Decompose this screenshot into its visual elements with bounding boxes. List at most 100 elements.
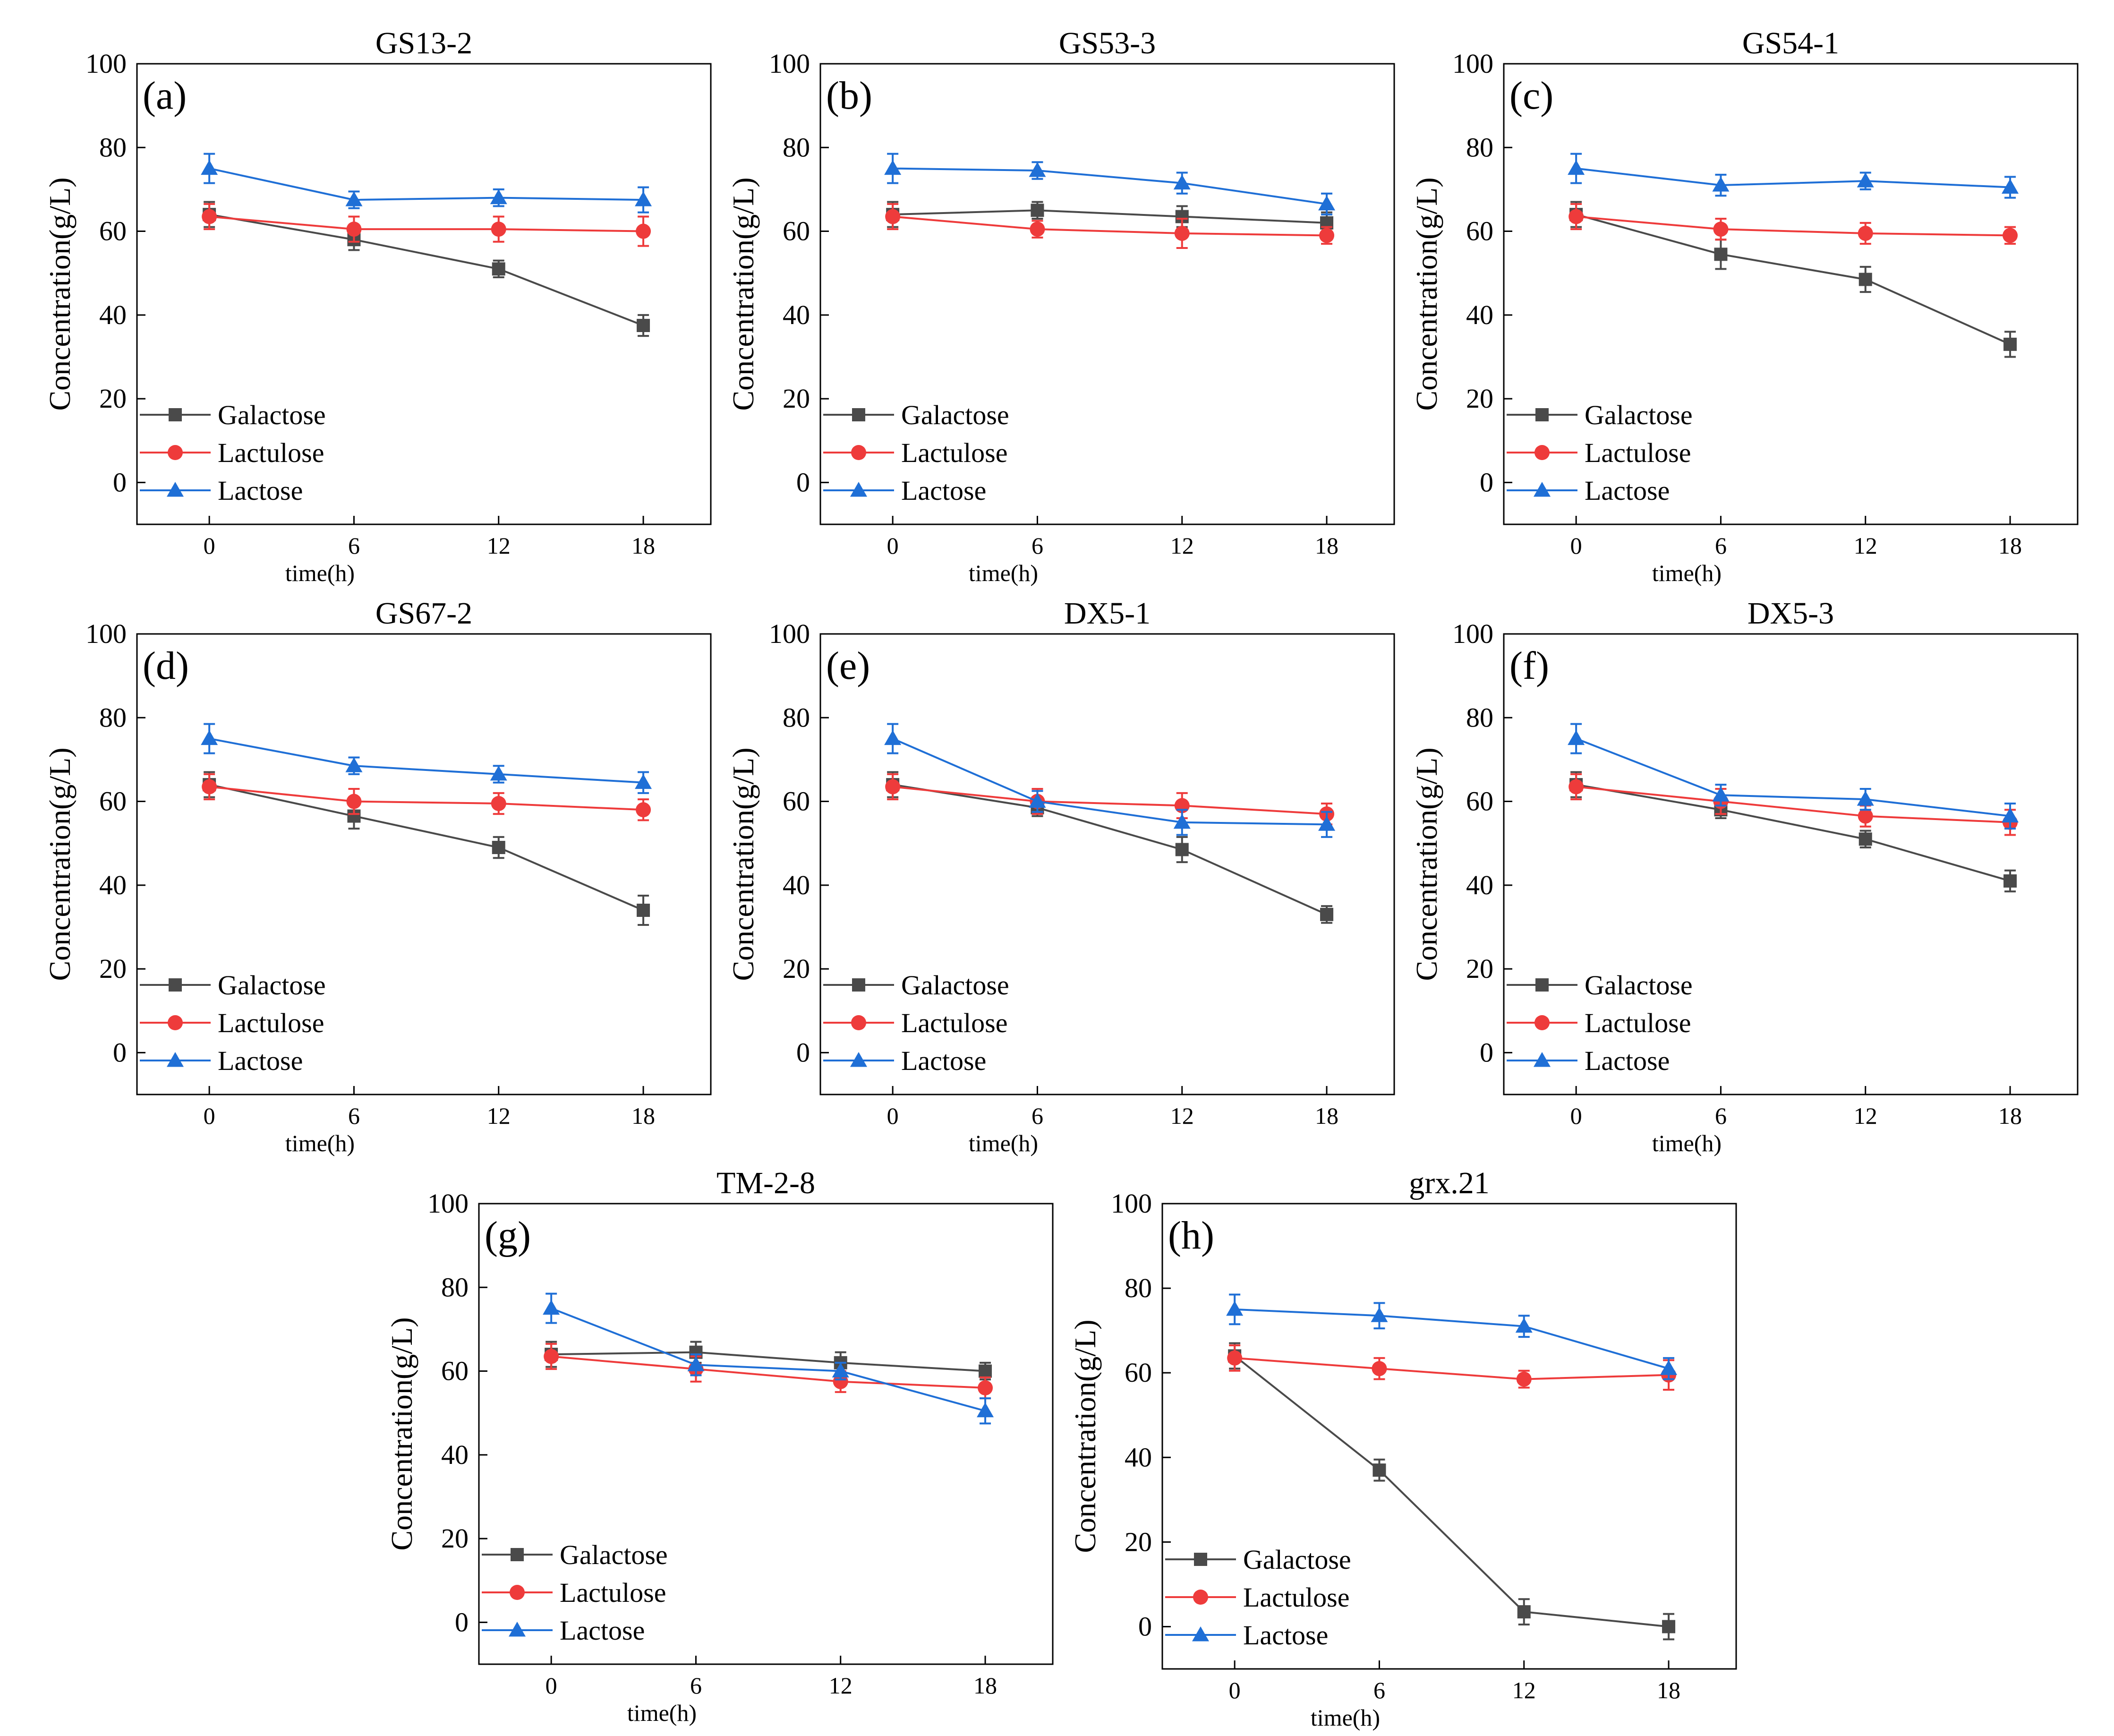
chart-title: DX5-1 bbox=[1064, 596, 1151, 631]
legend-label: Lactose bbox=[218, 1045, 303, 1076]
data-point bbox=[1712, 177, 1730, 192]
series-galactose bbox=[1569, 771, 2017, 893]
legend-label: Galactose bbox=[218, 400, 326, 430]
data-point bbox=[1568, 779, 1584, 795]
legend-marker bbox=[168, 445, 183, 460]
data-point bbox=[979, 1364, 992, 1378]
legend-label: Lactulose bbox=[218, 437, 324, 468]
data-point bbox=[977, 1402, 994, 1418]
x-tick-label: 6 bbox=[1031, 532, 1043, 559]
series-line bbox=[551, 1351, 986, 1372]
y-axis-label: Concentration(g/L) bbox=[726, 747, 760, 981]
data-point bbox=[1857, 791, 1874, 806]
y-tick-label: 100 bbox=[769, 618, 810, 649]
data-point bbox=[1173, 174, 1191, 190]
series-line bbox=[209, 215, 644, 232]
series-line bbox=[1576, 167, 2011, 188]
y-tick-label: 20 bbox=[99, 953, 127, 984]
legend: Galactose Lactulose Lactose bbox=[140, 970, 326, 1076]
x-tick-label: 0 bbox=[546, 1672, 557, 1699]
x-tick-label: 6 bbox=[348, 1103, 360, 1129]
series-line bbox=[209, 737, 644, 784]
data-point bbox=[1568, 209, 1584, 224]
plot-frame bbox=[819, 633, 1395, 1095]
legend-marker bbox=[851, 445, 866, 460]
y-axis-label: Concentration(g/L) bbox=[43, 177, 77, 410]
data-point bbox=[490, 765, 507, 781]
legend-label: Lactose bbox=[218, 475, 303, 506]
legend-label: Lactulose bbox=[218, 1008, 324, 1038]
panel-label: (b) bbox=[826, 74, 872, 118]
series-lactulose bbox=[1568, 773, 2018, 836]
x-tick-label: 18 bbox=[1657, 1677, 1680, 1703]
data-point bbox=[346, 794, 362, 809]
x-tick-label: 12 bbox=[1854, 1103, 1877, 1129]
data-point bbox=[345, 191, 363, 206]
legend-label: Galactose bbox=[1243, 1544, 1351, 1575]
x-tick-label: 6 bbox=[1715, 532, 1727, 559]
y-tick-label: 80 bbox=[1466, 702, 1493, 733]
y-axis-label: Concentration(g/L) bbox=[43, 747, 77, 981]
data-point bbox=[1227, 1350, 1243, 1366]
data-point bbox=[1318, 816, 1336, 831]
y-tick-label: 60 bbox=[1125, 1357, 1152, 1388]
data-point bbox=[1173, 813, 1191, 829]
data-point bbox=[1712, 787, 1730, 802]
series-lactulose bbox=[885, 203, 1335, 249]
series-lactulose bbox=[885, 773, 1335, 826]
series-line bbox=[1576, 786, 2011, 823]
data-point bbox=[1029, 793, 1046, 808]
legend: Galactose Lactulose Lactose bbox=[823, 400, 1009, 506]
data-point bbox=[833, 1374, 848, 1389]
legend-marker bbox=[169, 408, 182, 421]
x-tick-label: 12 bbox=[487, 532, 511, 559]
series-lactose bbox=[1568, 723, 2019, 830]
legend-marker bbox=[850, 482, 867, 497]
data-point bbox=[2002, 179, 2019, 194]
data-point bbox=[637, 904, 650, 917]
y-tick-label: 40 bbox=[99, 870, 127, 900]
y-tick-label: 0 bbox=[796, 1037, 810, 1068]
legend-marker bbox=[169, 978, 182, 992]
y-tick-label: 0 bbox=[796, 467, 810, 497]
data-point bbox=[1030, 222, 1045, 237]
panel-label: (e) bbox=[826, 644, 870, 688]
x-tick-label: 12 bbox=[1512, 1677, 1536, 1703]
data-point bbox=[1029, 162, 1046, 177]
data-point bbox=[1714, 248, 1728, 261]
y-tick-label: 60 bbox=[783, 786, 810, 817]
panel-label: (d) bbox=[143, 644, 189, 688]
legend-label: Galactose bbox=[560, 1539, 668, 1570]
series-line bbox=[892, 786, 1327, 815]
series-galactose bbox=[203, 771, 650, 926]
legend-marker bbox=[852, 408, 865, 421]
data-point bbox=[635, 191, 652, 206]
data-point bbox=[544, 1349, 559, 1364]
data-point bbox=[636, 223, 651, 239]
chart-panel: DX5-3 (f) 0 20 40 60 80 100 0 6 12 18 time(h) Concent… bbox=[1410, 596, 2079, 1156]
y-tick-label: 40 bbox=[1466, 299, 1493, 330]
data-point bbox=[1371, 1307, 1388, 1322]
data-point bbox=[1372, 1463, 1386, 1477]
series-lactose bbox=[543, 1292, 994, 1425]
legend-label: Lactulose bbox=[1585, 1008, 1691, 1038]
data-point bbox=[2002, 807, 2019, 823]
series-lactose bbox=[201, 153, 652, 214]
x-tick-label: 0 bbox=[1229, 1677, 1241, 1703]
data-point bbox=[201, 160, 218, 175]
chart-title: GS53-3 bbox=[1059, 26, 1156, 60]
x-tick-label: 0 bbox=[1570, 532, 1582, 559]
y-tick-label: 20 bbox=[1466, 383, 1493, 414]
legend-marker bbox=[167, 1052, 184, 1067]
series-lactose bbox=[884, 153, 1336, 216]
legend-label: Lactose bbox=[1243, 1620, 1328, 1650]
data-point bbox=[978, 1380, 993, 1395]
data-point bbox=[1174, 225, 1190, 241]
panel-label: (f) bbox=[1509, 644, 1549, 688]
chart-panel: TM-2-8 (g) 0 20 40 60 80 100 0 6 12 18 time(h) Concen… bbox=[385, 1166, 1054, 1726]
y-tick-label: 20 bbox=[1466, 953, 1493, 984]
plot-frame bbox=[819, 63, 1395, 525]
data-point bbox=[1318, 195, 1336, 211]
y-tick-label: 0 bbox=[1480, 1037, 1493, 1068]
legend-label: Galactose bbox=[1585, 400, 1693, 430]
